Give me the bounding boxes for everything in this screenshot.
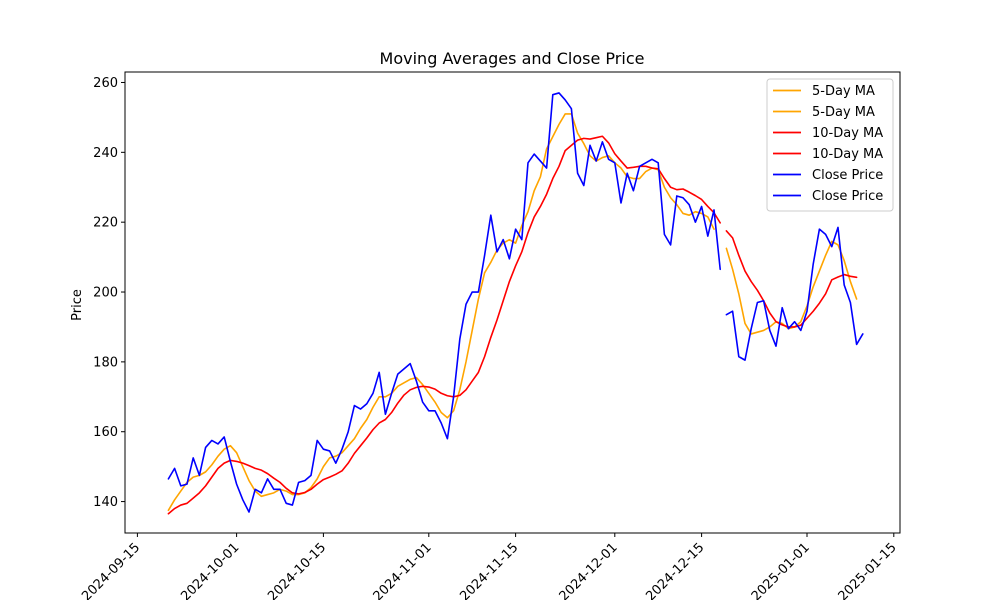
y-tick-label: 180: [93, 355, 118, 370]
series-line-close-price-4: [167, 92, 864, 513]
y-tick-label: 220: [93, 216, 118, 231]
legend-label: Close Price: [812, 168, 883, 183]
y-tick-label: 160: [93, 425, 118, 440]
plot-frame: [124, 71, 901, 534]
series-line-10-day-ma-2: [167, 135, 858, 515]
legend-label: 5-Day MA: [812, 84, 875, 99]
legend-label: 10-Day MA: [812, 126, 883, 141]
series-line-5-day-ma-0: [167, 113, 858, 512]
y-axis-label: Price: [70, 289, 85, 321]
legend-label: Close Price: [812, 189, 883, 204]
legend-label: 10-Day MA: [812, 147, 883, 162]
series-layer: [167, 92, 864, 515]
y-tick-label: 200: [93, 286, 118, 301]
y-tick-label: 240: [93, 146, 118, 161]
legend: 5-Day MA 5-Day MA 10-Day MA 10-Day MA Close …: [766, 78, 894, 212]
y-tick-label: 140: [93, 495, 118, 510]
legend-label: 5-Day MA: [812, 105, 875, 120]
y-tick-label: 260: [93, 76, 118, 91]
chart-title: Moving Averages and Close Price: [380, 49, 645, 68]
